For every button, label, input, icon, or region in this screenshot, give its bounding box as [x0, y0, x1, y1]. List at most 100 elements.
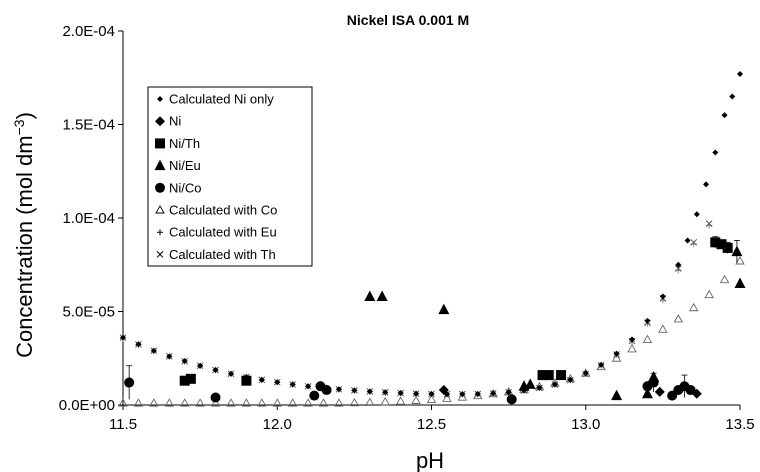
legend: Calculated Ni only Ni Ni/Th Ni/Eu Ni/Co Calcu… [147, 86, 313, 267]
data-point [303, 398, 313, 407]
y-tick-label: 0.0E+00 [59, 397, 115, 414]
data-point [179, 398, 190, 407]
data-point [212, 367, 219, 374]
legend-item-calculated-with-eu: Calculated with Eu [157, 225, 277, 240]
data-point [598, 361, 605, 368]
data-point [241, 398, 252, 407]
data-point [135, 341, 142, 348]
legend-item-calculated-with-th: Calculated with Th [156, 247, 276, 262]
data-point [721, 112, 728, 119]
y-axis-label-close: ) [12, 112, 37, 119]
data-point [334, 398, 344, 407]
data-point [364, 290, 376, 302]
x-ticks: 11.5 12.0 12.5 13.0 13.5 [109, 405, 755, 433]
legend-marker [156, 251, 164, 258]
legend-item-calculated-with-co: Calculated with Co [155, 203, 277, 218]
x-tick-label: 13.5 [725, 416, 754, 433]
data-point [166, 353, 173, 360]
x-tick-label: 13.0 [571, 416, 600, 433]
data-point [543, 370, 554, 381]
data-point [627, 343, 637, 353]
y-tick-label: 1.5E-04 [62, 117, 115, 134]
data-point [490, 390, 497, 397]
y-tick-label: 1.0E-04 [62, 210, 115, 227]
data-point [185, 373, 196, 384]
data-point [380, 396, 391, 406]
x-tick-label: 12.0 [263, 416, 292, 433]
data-point [241, 375, 252, 386]
data-point [289, 381, 296, 388]
data-point [582, 370, 589, 377]
chart-title: Nickel ISA 0.001 M [347, 12, 469, 28]
data-point [321, 385, 332, 396]
data-point [722, 242, 733, 253]
legend-marker [155, 116, 165, 127]
legend-label: Calculated with Co [169, 203, 277, 218]
data-point [524, 378, 536, 389]
data-point [335, 386, 342, 393]
data-point [195, 398, 205, 407]
data-point [688, 302, 699, 312]
data-point [438, 303, 450, 315]
data-point [366, 388, 373, 395]
data-point [210, 398, 221, 407]
data-point [459, 391, 466, 398]
data-point [629, 336, 636, 343]
data-point [164, 398, 175, 407]
legend-label: Calculated with Eu [169, 225, 277, 240]
data-point [648, 377, 659, 388]
data-point [690, 238, 698, 246]
data-point [644, 317, 651, 324]
data-point [181, 358, 188, 365]
legend-marker [155, 205, 165, 214]
series-ni-th [179, 236, 733, 386]
data-point [287, 398, 298, 407]
data-point [567, 376, 574, 383]
legend-item-ni-co: Ni/Co [155, 180, 202, 195]
data-point [556, 370, 567, 381]
data-point [712, 149, 719, 156]
data-point [611, 353, 622, 362]
legend-label: Ni/Eu [169, 158, 201, 173]
data-point [351, 387, 358, 394]
x-tick-label: 11.5 [109, 416, 137, 433]
data-point [703, 181, 710, 188]
data-point [272, 398, 283, 407]
data-point [737, 71, 743, 78]
data-point [118, 398, 128, 407]
data-point [731, 245, 743, 257]
data-point [536, 384, 543, 391]
legend-label: Ni [169, 114, 181, 129]
data-point [659, 293, 666, 300]
data-point [611, 389, 623, 401]
data-point [226, 398, 236, 407]
legend-item-ni: Ni [155, 114, 181, 129]
data-point [506, 394, 517, 405]
x-axis-label: pH [416, 448, 444, 472]
data-point [734, 277, 746, 288]
data-point [411, 395, 421, 404]
data-point [729, 93, 736, 100]
data-point [654, 386, 665, 397]
data-point [710, 237, 721, 248]
data-point [613, 350, 620, 357]
data-point [382, 389, 389, 396]
legend-label: Ni/Co [169, 180, 202, 195]
data-point [365, 397, 375, 406]
legend-label: Calculated with Th [169, 247, 276, 262]
data-point [642, 334, 653, 343]
series-ni-co [124, 365, 696, 405]
data-point [274, 379, 281, 386]
data-point [438, 385, 449, 396]
data-point [227, 370, 234, 377]
y-axis-label: Concentration (mol dm−3) [11, 112, 37, 358]
data-point [395, 396, 406, 405]
legend-item-ni-eu: Ni/Eu [154, 158, 201, 173]
legend-marker [155, 138, 165, 149]
data-point [133, 398, 144, 407]
data-point [537, 370, 548, 381]
legend-box [147, 86, 313, 267]
data-point [442, 393, 452, 402]
data-point [149, 398, 159, 407]
legend-marker [155, 182, 165, 193]
